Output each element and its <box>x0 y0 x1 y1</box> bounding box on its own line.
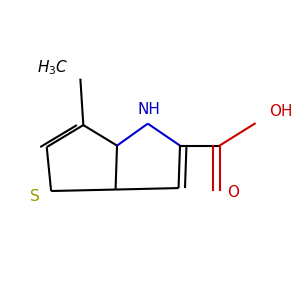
Text: O: O <box>228 185 240 200</box>
Text: OH: OH <box>269 104 292 119</box>
Text: S: S <box>30 189 40 204</box>
Text: $H_3C$: $H_3C$ <box>38 58 69 77</box>
Text: NH: NH <box>138 102 161 117</box>
